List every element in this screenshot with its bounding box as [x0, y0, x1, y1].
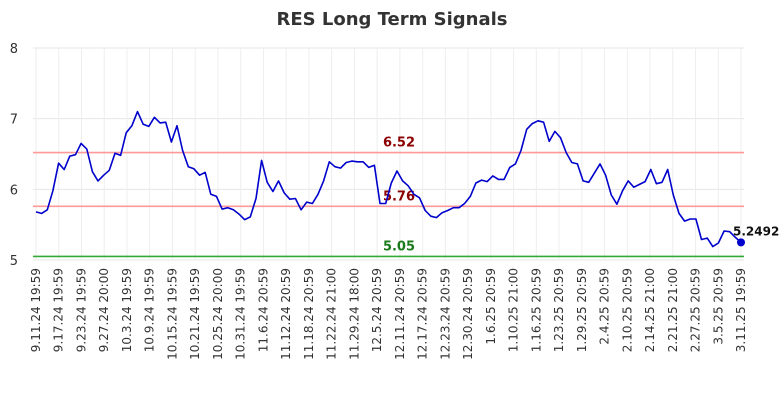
chart-title: RES Long Term Signals	[276, 9, 507, 30]
x-tick-label: 10.15.24 19:59	[165, 268, 179, 360]
x-tick-label: 11.6.24 20:59	[256, 268, 270, 352]
x-tick-label: 10.3.24 19:59	[120, 268, 134, 352]
x-tick-label: 12.5.24 20:59	[370, 268, 384, 352]
y-tick-label: 8	[10, 42, 18, 57]
x-tick-label: 2.4.25 20:59	[598, 268, 612, 345]
series: 5.2492	[35, 110, 779, 248]
x-tick-label: 3.11.25 19:59	[734, 268, 748, 352]
x-tick-label: 1.10.25 21:00	[507, 268, 521, 352]
x-tick-label: 12.23.24 20:59	[438, 268, 452, 360]
x-tick-label: 9.17.24 19:59	[52, 268, 66, 352]
series-line	[35, 110, 742, 248]
y-tick-label: 5	[10, 254, 18, 269]
x-tick-label: 3.5.25 20:59	[711, 268, 725, 345]
y-tick-label: 7	[10, 113, 18, 128]
reference-line-label: 5.76	[383, 189, 415, 204]
reference-line-label: 5.05	[383, 239, 415, 254]
x-axis: 9.11.24 19:59 9.17.24 19:59 9.23.24 19:59 9…	[29, 268, 748, 360]
x-tick-label: 11.22.24 21:00	[325, 268, 339, 360]
x-tick-label: 2.21.25 21:00	[666, 268, 680, 352]
x-tick-label: 10.21.24 19:59	[188, 268, 202, 360]
x-tick-label: 2.14.25 21:00	[643, 268, 657, 352]
x-tick-label: 10.31.24 19:59	[234, 268, 248, 360]
x-tick-label: 12.11.24 20:59	[393, 268, 407, 360]
x-tick-label: 10.9.24 19:59	[143, 268, 157, 352]
x-tick-label: 11.18.24 20:59	[302, 268, 316, 360]
x-tick-label: 1.29.25 20:59	[575, 268, 589, 352]
x-tick-label: 12.17.24 20:59	[416, 268, 430, 360]
x-tick-label: 9.27.24 20:00	[97, 268, 111, 352]
y-axis: 5 6 7 8	[10, 42, 18, 269]
x-tick-label: 12.30.24 20:59	[461, 268, 475, 360]
x-tick-label: 9.23.24 19:59	[74, 268, 88, 352]
x-tick-label: 9.11.24 19:59	[29, 268, 43, 352]
last-value-label: 5.2492	[733, 224, 779, 238]
x-tick-label: 11.29.24 18:00	[347, 268, 361, 360]
x-tick-label: 2.27.25 20:59	[689, 268, 703, 352]
grid	[33, 47, 744, 261]
x-tick-label: 10.25.24 20:00	[211, 268, 225, 360]
x-tick-label: 1.6.25 20:59	[484, 268, 498, 345]
x-tick-label: 1.16.25 20:59	[529, 268, 543, 352]
last-value-marker	[737, 238, 745, 247]
y-tick-label: 6	[10, 183, 18, 198]
x-tick-label: 11.12.24 20:59	[279, 268, 293, 360]
reference-lines: 6.52 5.76 5.05	[33, 136, 744, 258]
x-tick-label: 2.10.25 20:59	[620, 268, 634, 352]
x-tick-label: 1.23.25 20:59	[552, 268, 566, 352]
reference-line-label: 6.52	[383, 136, 415, 151]
